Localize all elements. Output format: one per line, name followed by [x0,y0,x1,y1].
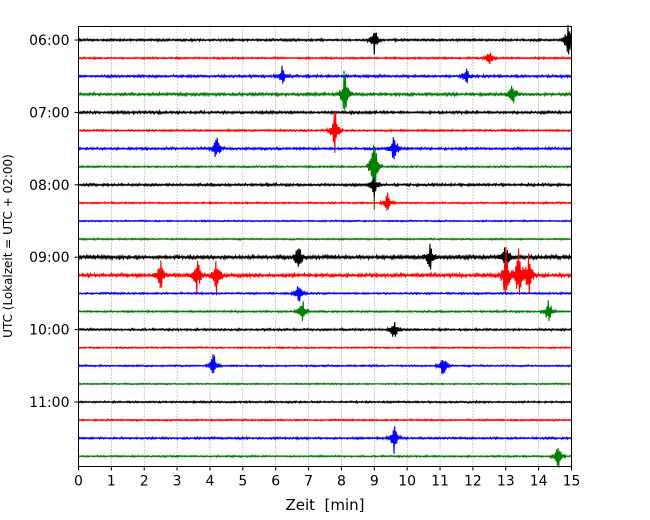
plot-frame [78,26,572,467]
x-tick-label: 9 [370,474,379,490]
seismogram-trace [78,381,572,386]
seismogram-trace [78,237,572,242]
y-axis-label: UTC (Lokalzeit = UTC + 02:00) [1,154,15,338]
x-tick-label: 13 [497,474,515,490]
y-tick-label: 10:00 [29,323,69,339]
seismogram-trace [78,399,572,405]
seismogram-trace [78,137,572,160]
x-tick-label: 6 [271,474,280,490]
x-tick-label: 7 [304,474,313,490]
x-tick-label: 10 [398,474,416,490]
seismogram-trace [78,65,572,84]
x-tick-label: 5 [238,474,247,490]
seismogram-trace [78,286,572,302]
x-tick-label: 14 [530,474,548,490]
y-axis-ticks: 06:00 07:00 08:00 09:00 10:00 11:00 [29,33,79,411]
seismogram-trace [78,178,573,197]
seismogram-trace [78,144,573,210]
x-tick-label: 11 [431,474,449,490]
seismogram-trace [78,111,572,153]
seismogram-trace [78,354,572,375]
seismogram-trace [78,109,573,116]
vertical-grid [111,26,539,467]
seismogram-trace [78,52,572,65]
x-tick-label: 2 [140,474,149,490]
seismogram-trace [78,300,572,322]
seismogram-trace [78,448,572,468]
seismogram-trace [78,192,572,211]
x-tick-label: 1 [107,474,116,490]
y-tick-label: 11:00 [29,395,69,411]
x-tick-label: 4 [206,474,215,490]
seismogram-traces [77,24,573,468]
seismogram-trace [77,247,573,296]
x-tick-label: 3 [173,474,182,490]
x-axis-label: Zeit [min] [285,496,364,514]
x-axis-ticks: 0 1 2 3 4 5 6 7 8 9 10 11 12 13 14 15 [74,466,581,490]
seismogram-trace [77,24,573,55]
x-tick-label: 12 [464,474,482,490]
y-tick-label: 07:00 [29,105,69,121]
y-tick-label: 08:00 [29,178,69,194]
x-tick-label: 8 [337,474,346,490]
seismogram-trace [77,243,572,270]
seismogram-trace [78,426,572,454]
seismogram-trace [78,219,572,223]
seismogram-trace [78,70,573,111]
x-tick-label: 0 [74,474,83,490]
seismogram-trace [78,345,572,350]
seismogram-trace [78,417,572,423]
y-tick-label: 06:00 [29,33,69,49]
x-tick-label: 15 [563,474,581,490]
seismogram-trace [78,322,572,337]
y-tick-label: 09:00 [29,250,69,266]
